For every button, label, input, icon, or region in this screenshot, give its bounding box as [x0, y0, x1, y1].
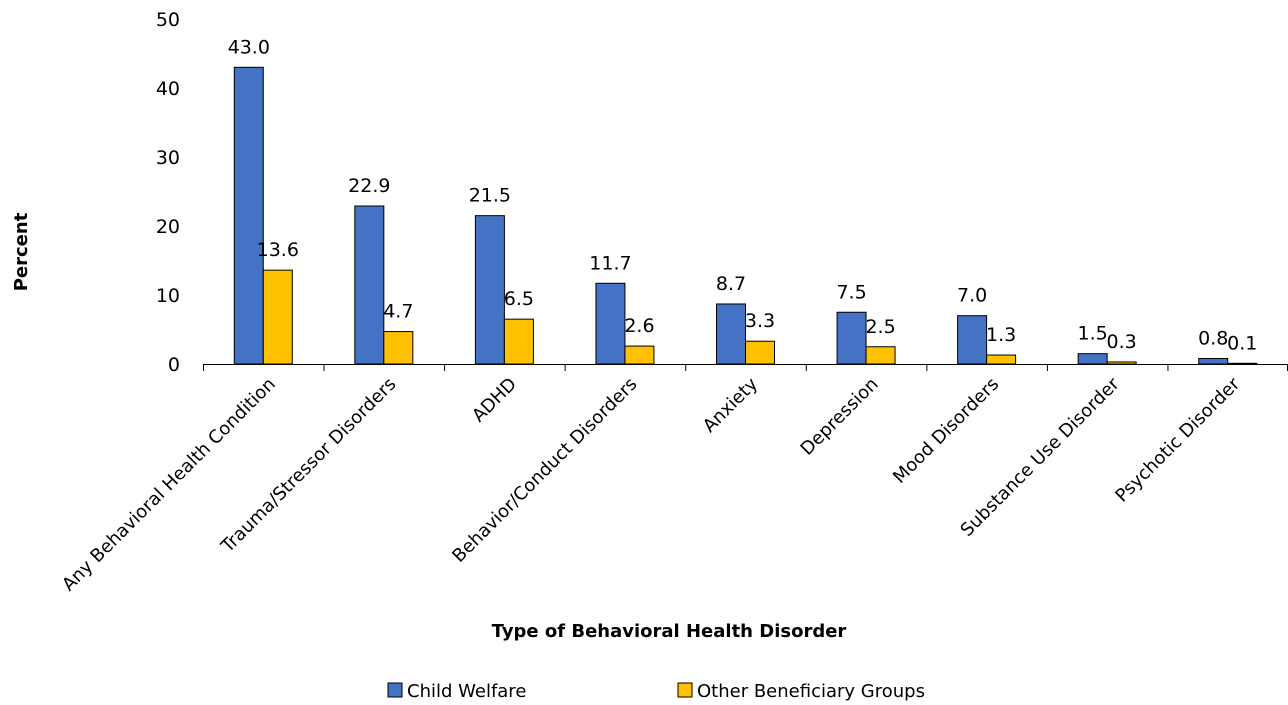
- y-axis-title: Percent: [11, 212, 32, 291]
- y-tick-label: 20: [156, 216, 180, 238]
- bars: [233, 66, 1258, 365]
- bar-child-welfare-any-behavioral-health-condition: [233, 66, 264, 365]
- legend-swatch-child-welfare: [387, 682, 403, 698]
- data-label-other-beneficiary-groups-any-behavioral-health-condition: 13.6: [257, 239, 299, 261]
- category-label-anxiety: Anxiety: [699, 373, 762, 436]
- data-label-other-beneficiary-groups-adhd: 6.5: [504, 288, 534, 310]
- data-label-other-beneficiary-groups-trauma-stressor-disorders: 4.7: [383, 301, 413, 323]
- bar-other-beneficiary-groups-behavior-conduct-disorders: [624, 345, 655, 365]
- category-labels: Any Behavioral Health ConditionTrauma/St…: [58, 373, 1245, 595]
- category-label-depression: Depression: [797, 374, 883, 460]
- y-tick-label: 0: [168, 354, 180, 376]
- bar-other-beneficiary-groups-psychotic-disorder: [1227, 362, 1258, 365]
- data-label-child-welfare-depression: 7.5: [836, 281, 866, 303]
- bar-other-beneficiary-groups-anxiety: [745, 340, 775, 365]
- bar-child-welfare-anxiety: [716, 303, 746, 365]
- data-label-other-beneficiary-groups-substance-use-disorder: 0.3: [1107, 331, 1137, 353]
- bar-child-welfare-depression: [836, 311, 867, 365]
- data-label-other-beneficiary-groups-psychotic-disorder: 0.1: [1227, 332, 1257, 354]
- category-label-adhd: ADHD: [468, 374, 521, 427]
- legend-label-other-beneficiary-groups: Other Beneficiary Groups: [697, 681, 925, 702]
- legend: Child Welfare Other Beneficiary Groups: [387, 681, 925, 702]
- y-tick-label: 30: [156, 147, 180, 169]
- data-label-child-welfare-any-behavioral-health-condition: 43.0: [228, 36, 270, 58]
- bar-other-beneficiary-groups-depression: [865, 346, 896, 365]
- x-axis: [203, 364, 1288, 371]
- data-label-other-beneficiary-groups-behavior-conduct-disorders: 2.6: [624, 315, 654, 337]
- data-label-child-welfare-trauma-stressor-disorders: 22.9: [348, 175, 390, 197]
- data-label-other-beneficiary-groups-anxiety: 3.3: [745, 310, 775, 332]
- bar-other-beneficiary-groups-substance-use-disorder: [1106, 361, 1137, 365]
- bar-child-welfare-mood-disorders: [957, 315, 988, 365]
- data-label-other-beneficiary-groups-depression: 2.5: [865, 316, 895, 338]
- bar-other-beneficiary-groups-mood-disorders: [986, 354, 1017, 365]
- y-tick-label: 40: [156, 78, 180, 100]
- bar-child-welfare-substance-use-disorder: [1077, 353, 1108, 365]
- legend-swatch-other-beneficiary-groups: [677, 682, 693, 698]
- bar-other-beneficiary-groups-trauma-stressor-disorders: [383, 331, 414, 365]
- category-label-any-behavioral-health-condition: Any Behavioral Health Condition: [58, 374, 280, 596]
- y-tick-label: 10: [156, 285, 180, 307]
- bar-other-beneficiary-groups-adhd: [503, 318, 534, 365]
- legend-label-child-welfare: Child Welfare: [407, 681, 526, 702]
- data-label-child-welfare-substance-use-disorder: 1.5: [1078, 323, 1108, 345]
- data-label-child-welfare-mood-disorders: 7.0: [957, 285, 987, 307]
- data-label-child-welfare-adhd: 21.5: [469, 185, 511, 207]
- data-label-child-welfare-anxiety: 8.7: [716, 273, 746, 295]
- y-tick-label: 50: [156, 9, 180, 31]
- bar-child-welfare-adhd: [474, 215, 505, 365]
- bar-child-welfare-psychotic-disorder: [1198, 357, 1229, 365]
- category-label-mood-disorders: Mood Disorders: [889, 374, 1003, 488]
- bar-other-beneficiary-groups-any-behavioral-health-condition: [262, 269, 293, 365]
- data-label-child-welfare-behavior-conduct-disorders: 11.7: [589, 252, 631, 274]
- bar-child-welfare-trauma-stressor-disorders: [354, 205, 385, 365]
- bar-child-welfare-behavior-conduct-disorders: [595, 282, 626, 365]
- category-label-psychotic-disorder: Psychotic Disorder: [1111, 373, 1244, 506]
- y-axis-ticks: 0 10 20 30 40 50: [156, 9, 180, 376]
- data-label-child-welfare-psychotic-disorder: 0.8: [1198, 327, 1228, 349]
- x-axis-title: Type of Behavioral Health Disorder: [492, 621, 847, 642]
- data-label-other-beneficiary-groups-mood-disorders: 1.3: [986, 324, 1016, 346]
- data-labels: 43.0 13.6 22.9 4.7 21.5 6.5 11.7 2.6 8.7 3.3 7.5 2.…: [228, 36, 1258, 354]
